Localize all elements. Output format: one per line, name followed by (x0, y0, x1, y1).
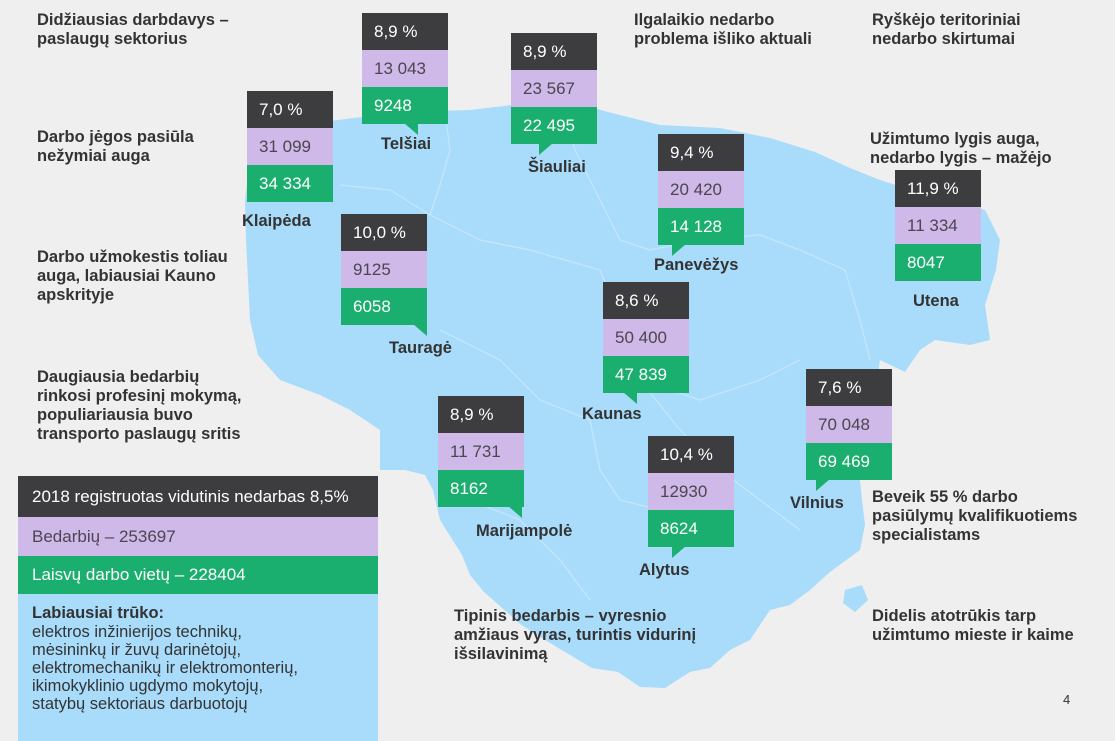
shortage-item: statybų sektoriaus darbuotojų (32, 695, 248, 713)
shortage-item: mėsininkų ir žuvų darinėtojų, (32, 641, 242, 659)
region-klaipeda: 7,0 % 31 099 34 334 (247, 91, 333, 202)
unemployment-rate: 10,0 % (341, 214, 427, 251)
vacancies-count: 8624 (648, 510, 734, 558)
shortage-item: ikimokyklinio ugdymo mokytojų, (32, 677, 264, 695)
note-largest-employer: Didžiausias darbdavys – paslaugų sektori… (37, 11, 229, 48)
vacancies-count: 8162 (438, 470, 524, 518)
vacancies-count: 8047 (895, 244, 981, 281)
city-label-utena: Utena (913, 292, 959, 310)
city-label-telsiai: Telšiai (381, 135, 432, 153)
shortage-title: Labiausiai trūko: (32, 604, 165, 622)
city-label-siauliai: Šiauliai (528, 158, 586, 176)
unemployed-count: 31 099 (247, 128, 333, 165)
note-qualified-specialists: Beveik 55 % darbo pasiūlymų kvalifikuoti… (872, 488, 1078, 544)
region-vilnius: 7,6 % 70 048 69 469 (806, 369, 892, 491)
unemployed-count: 13 043 (362, 50, 448, 87)
unemployment-rate: 8,9 % (438, 396, 524, 433)
unemployment-rate: 11,9 % (895, 170, 981, 207)
unemployed-count: 9125 (341, 251, 427, 288)
city-label-vilnius: Vilnius (790, 494, 844, 512)
map-outline (245, 98, 1000, 688)
note-training: Daugiausia bedarbių rinkosi profesinį mo… (37, 368, 242, 443)
legend-vacancies: Laisvų darbo vietų – 228404 (18, 556, 378, 594)
note-territorial-differences: Ryškėjo teritoriniai nedarbo skirtumai (872, 11, 1021, 48)
city-label-kaunas: Kaunas (582, 405, 642, 423)
region-siauliai: 8,9 % 23 567 22 495 (511, 33, 597, 155)
map-islands (843, 585, 868, 612)
vacancies-count: 34 334 (247, 165, 333, 202)
vacancies-count: 9248 (362, 87, 448, 135)
unemployed-count: 12930 (648, 473, 734, 510)
unemployed-count: 70 048 (806, 406, 892, 443)
region-telsiai: 8,9 % 13 043 9248 (362, 13, 448, 135)
unemployed-count: 11 731 (438, 433, 524, 470)
region-marijampole: 8,9 % 11 731 8162 (438, 396, 524, 518)
legend-unemployed: Bedarbių – 253697 (18, 517, 378, 556)
note-long-term-unemployment: Ilgalaikio nedarbo problema išliko aktua… (634, 11, 812, 48)
vacancies-count: 47 839 (603, 356, 689, 404)
unemployed-count: 11 334 (895, 207, 981, 244)
page-number: 4 (1063, 692, 1071, 707)
unemployment-rate: 10,4 % (648, 436, 734, 473)
vacancies-count: 22 495 (511, 107, 597, 155)
note-employment-rate: Užimtumo lygis auga, nedarbo lygis – maž… (870, 130, 1052, 167)
shortage-list: elektros inžinierijos technikų, mėsinink… (32, 623, 364, 713)
city-label-marijampole: Marijampolė (476, 522, 573, 540)
region-alytus: 10,4 % 12930 8624 (648, 436, 734, 558)
shortage-panel: Labiausiai trūko: elektros inžinierijos … (18, 594, 378, 741)
vacancies-count: 6058 (341, 288, 427, 336)
note-labour-supply: Darbo jėgos pasiūla nežymiai auga (37, 128, 194, 165)
unemployment-rate: 9,4 % (658, 134, 744, 171)
region-panevezys: 9,4 % 20 420 14 128 (658, 134, 744, 256)
note-wages: Darbo užmokestis toliau auga, labiausiai… (37, 248, 228, 304)
city-label-panevezys: Panevėžys (654, 256, 739, 274)
unemployed-count: 23 567 (511, 70, 597, 107)
city-label-klaipeda: Klaipėda (242, 212, 311, 230)
unemployment-rate: 8,6 % (603, 282, 689, 319)
region-utena: 11,9 % 11 334 8047 (895, 170, 981, 281)
city-label-taurage: Tauragė (389, 339, 452, 357)
vacancies-count: 14 128 (658, 208, 744, 256)
unemployment-rate: 7,6 % (806, 369, 892, 406)
city-label-alytus: Alytus (639, 561, 690, 579)
region-kaunas: 8,6 % 50 400 47 839 (603, 282, 689, 404)
unemployment-rate: 8,9 % (362, 13, 448, 50)
unemployment-rate: 7,0 % (247, 91, 333, 128)
region-taurage: 10,0 % 9125 6058 (341, 214, 427, 336)
note-typical-unemployed: Tipinis bedarbis – vyresnio amžiaus vyra… (454, 607, 697, 663)
unemployed-count: 50 400 (603, 319, 689, 356)
note-urban-rural-gap: Didelis atotrūkis tarp užimtumo mieste i… (872, 607, 1074, 644)
unemployment-rate: 8,9 % (511, 33, 597, 70)
unemployed-count: 20 420 (658, 171, 744, 208)
vacancies-count: 69 469 (806, 443, 892, 491)
shortage-item: elektros inžinierijos technikų, (32, 623, 243, 641)
legend-unemployment-rate: 2018 registruotas vidutinis nedarbas 8,5… (18, 476, 378, 517)
summary-legend: 2018 registruotas vidutinis nedarbas 8,5… (18, 476, 378, 741)
shortage-item: elektromechanikų ir elektromonterių, (32, 659, 298, 677)
